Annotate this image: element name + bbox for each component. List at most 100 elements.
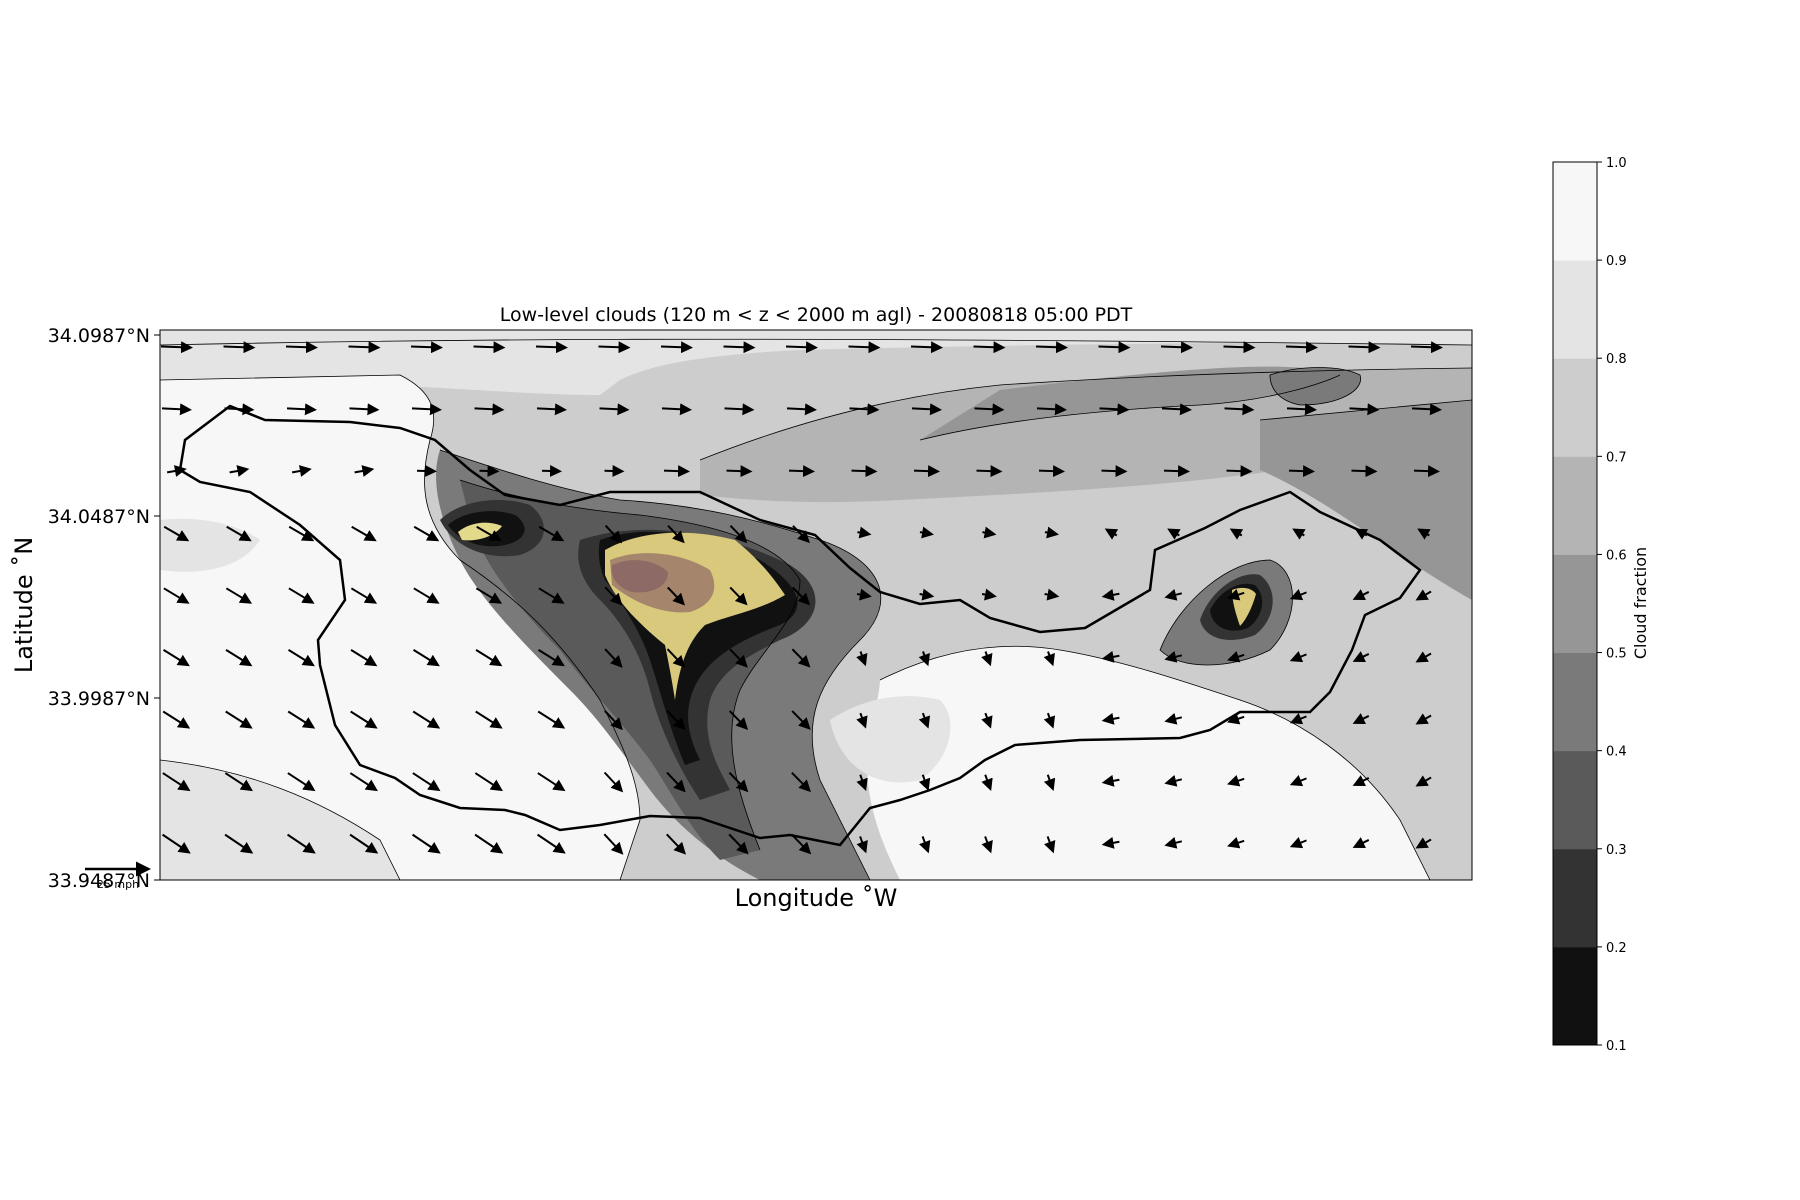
quiver-key: 25 mph — [85, 861, 151, 891]
wind-vector — [1415, 589, 1432, 601]
wind-vector — [981, 836, 993, 854]
wind-vector — [1292, 528, 1306, 540]
wind-vector — [537, 772, 566, 792]
wind-vector — [918, 651, 930, 667]
colorbar-tick-label: 0.4 — [1606, 745, 1627, 760]
wind-vector — [788, 465, 815, 478]
wind-vector — [1415, 837, 1432, 849]
wind-vector — [349, 403, 380, 416]
wind-vector — [1415, 713, 1432, 725]
wind-vector — [538, 525, 565, 542]
wind-vector — [785, 341, 818, 354]
colorbar-tick-label: 0.2 — [1606, 941, 1627, 956]
colorbar-tick-label: 0.7 — [1606, 450, 1627, 465]
wind-vector — [411, 403, 442, 416]
wind-vectors — [160, 341, 1443, 855]
wind-vector — [350, 649, 378, 667]
wind-vector — [223, 341, 256, 354]
wind-vector — [1164, 774, 1183, 787]
wind-vector — [851, 465, 878, 478]
wind-vector — [1101, 650, 1120, 663]
wind-vector — [166, 465, 187, 477]
wind-vector — [1164, 836, 1183, 849]
wind-vector — [1417, 528, 1431, 540]
colorbar-swatch — [1553, 358, 1597, 457]
wind-vector — [856, 712, 868, 729]
wind-vector — [1043, 651, 1055, 667]
colorbar-swatch — [1553, 456, 1597, 555]
wind-vector — [791, 710, 811, 730]
wind-vector — [224, 403, 255, 416]
wind-vector — [976, 465, 1003, 478]
wind-vector — [285, 341, 318, 354]
wind-vector — [1224, 403, 1255, 416]
contour-region-southwest — [160, 760, 400, 880]
wind-vector — [162, 833, 191, 854]
wind-vector — [1164, 650, 1183, 663]
wind-vector — [786, 403, 817, 416]
wind-vector — [792, 525, 810, 544]
quiver-key-label: 25 mph — [97, 878, 139, 891]
colorbar-tick-label: 0.1 — [1606, 1039, 1627, 1054]
colorbar-tick-label: 0.6 — [1606, 548, 1627, 563]
wind-vector — [350, 587, 378, 604]
wind-vector — [1226, 465, 1253, 478]
wind-vector — [1101, 712, 1120, 725]
colorbar-swatch — [1553, 848, 1597, 948]
wind-vector — [1413, 465, 1440, 478]
wind-vector — [1354, 528, 1369, 540]
wind-vector — [666, 648, 686, 668]
wind-vector — [981, 712, 993, 729]
wind-vector — [728, 710, 749, 730]
contour-region-east-dark — [920, 366, 1340, 440]
plot-area — [159, 329, 1473, 881]
wind-vector — [475, 587, 503, 604]
wind-vector — [1098, 341, 1131, 354]
wind-vector — [224, 772, 253, 792]
contour-region-southeast-light — [867, 646, 1430, 880]
wind-vector — [729, 525, 748, 544]
wind-vector — [604, 586, 623, 606]
y-tick-label: 33.9487°N — [48, 870, 150, 892]
contour-lines — [160, 338, 1472, 880]
wind-vector — [981, 588, 997, 601]
wind-vector — [856, 774, 868, 791]
wind-vector — [1164, 588, 1183, 601]
wind-vector — [537, 710, 566, 729]
wind-vector — [1038, 465, 1065, 478]
colorbar-tick-label: 0.5 — [1606, 647, 1627, 662]
wind-vector — [791, 648, 811, 668]
wind-vector — [604, 465, 625, 477]
wind-vector — [790, 833, 812, 855]
wind-vector — [541, 465, 562, 477]
wind-vector — [982, 526, 997, 539]
wind-vector — [1229, 528, 1244, 540]
wind-vector — [351, 525, 377, 542]
highlight-central-core — [611, 560, 668, 593]
wind-vector — [1289, 713, 1307, 725]
wind-vector — [1351, 465, 1378, 478]
wind-vector — [913, 465, 940, 478]
wind-vector — [1227, 650, 1245, 663]
wind-vector — [666, 833, 687, 855]
wind-vector — [163, 587, 190, 604]
wind-vector — [1044, 588, 1060, 601]
wind-vector — [161, 403, 192, 416]
colorbar-swatch — [1553, 162, 1597, 261]
wind-vector — [536, 403, 567, 416]
wind-vector — [1101, 774, 1120, 787]
wind-vector — [349, 833, 379, 854]
wind-vector — [848, 341, 881, 354]
wind-vector — [475, 649, 503, 667]
wind-vector — [911, 403, 942, 416]
wind-vector — [856, 588, 872, 601]
wind-vector — [350, 710, 378, 729]
colorbar-tick-label: 0.3 — [1606, 843, 1627, 858]
wind-vector — [537, 649, 565, 667]
low-fraction-highlights — [458, 522, 1256, 700]
wind-vector — [981, 774, 993, 791]
wind-vector — [413, 587, 440, 604]
chart-title: Low-level clouds (120 m < z < 2000 m agl… — [500, 304, 1133, 326]
wind-vector — [729, 648, 748, 668]
wind-vector — [1289, 589, 1307, 601]
